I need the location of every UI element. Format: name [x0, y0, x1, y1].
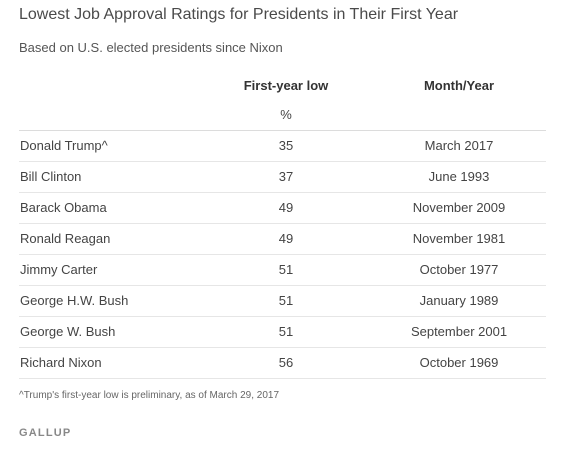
month-year-value: June 1993: [428, 169, 490, 184]
table-row: George H.W. Bush 51 January 1989: [19, 286, 546, 317]
first-year-low-value: 35: [278, 138, 294, 153]
column-header-month-year: Month/Year: [423, 78, 495, 93]
month-year-value: October 1969: [419, 355, 499, 370]
table-header: First-year low Month/Year %: [19, 70, 546, 131]
table-row: Jimmy Carter 51 October 1977: [19, 255, 546, 286]
unit-label: %: [280, 107, 292, 122]
table-row: Barack Obama 49 November 2009: [19, 193, 546, 224]
president-name: Barack Obama: [20, 200, 107, 215]
president-name: Donald Trump^: [20, 138, 108, 153]
month-year-value: September 2001: [410, 324, 508, 339]
president-name: Ronald Reagan: [20, 231, 111, 246]
president-name: Bill Clinton: [20, 169, 82, 184]
president-name: Jimmy Carter: [20, 262, 98, 277]
table-row: George W. Bush 51 September 2001: [19, 317, 546, 348]
first-year-low-value: 56: [278, 355, 294, 370]
table-row: Donald Trump^ 35 March 2017: [19, 131, 546, 162]
month-year-value: January 1989: [419, 293, 499, 308]
approval-table: First-year low Month/Year % Donald Trump…: [19, 70, 546, 379]
table-row: Bill Clinton 37 June 1993: [19, 162, 546, 193]
month-year-value: November 1981: [412, 231, 506, 246]
first-year-low-value: 51: [278, 293, 294, 308]
gallup-logo: GALLUP: [19, 427, 72, 439]
table-row: Richard Nixon 56 October 1969: [19, 348, 546, 379]
first-year-low-value: 49: [278, 231, 294, 246]
first-year-low-value: 51: [278, 262, 294, 277]
month-year-value: March 2017: [424, 138, 494, 153]
table-body: Donald Trump^ 35 March 2017 Bill Clinton 37 J…: [19, 131, 546, 379]
column-header-first-year-low: First-year low: [243, 78, 329, 93]
month-year-value: October 1977: [419, 262, 499, 277]
president-name: George H.W. Bush: [20, 293, 129, 308]
table-row: Ronald Reagan 49 November 1981: [19, 224, 546, 255]
first-year-low-value: 51: [278, 324, 294, 339]
president-name: Richard Nixon: [20, 355, 102, 370]
footnote: ^Trump's first-year low is preliminary, …: [19, 390, 280, 401]
chart-title: Lowest Job Approval Ratings for Presiden…: [19, 6, 459, 23]
chart-subtitle: Based on U.S. elected presidents since N…: [19, 40, 283, 55]
first-year-low-value: 37: [278, 169, 294, 184]
month-year-value: November 2009: [412, 200, 506, 215]
first-year-low-value: 49: [278, 200, 294, 215]
president-name: George W. Bush: [20, 324, 116, 339]
